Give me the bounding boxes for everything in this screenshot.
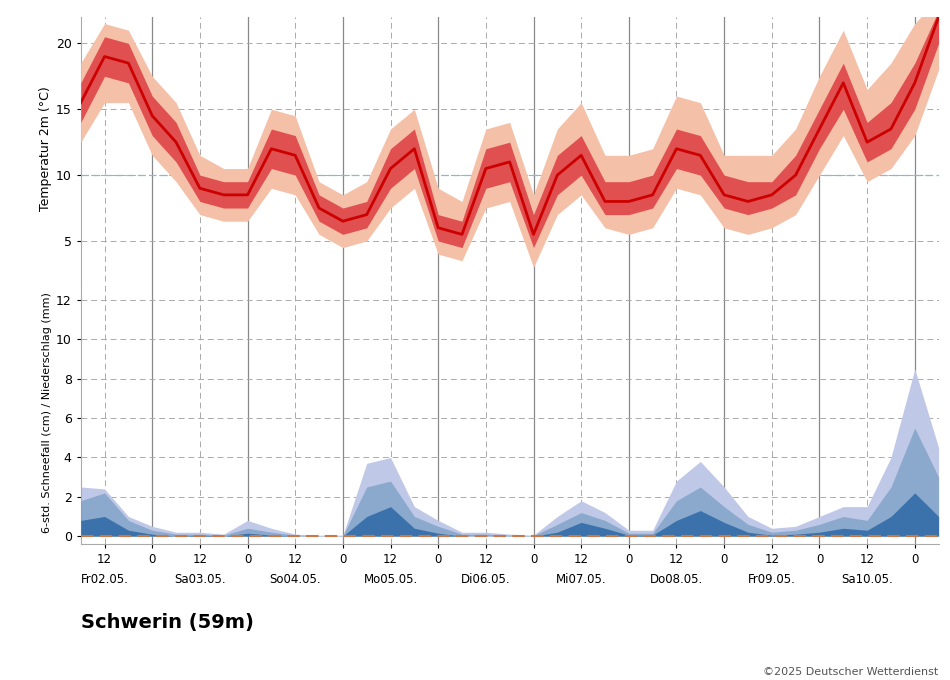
Text: Schwerin (59m): Schwerin (59m) bbox=[81, 613, 254, 632]
Text: Do08.05.: Do08.05. bbox=[650, 573, 703, 586]
Text: So04.05.: So04.05. bbox=[270, 573, 321, 586]
Y-axis label: 6-std. Schneefall (cm) / Niederschlag (mm): 6-std. Schneefall (cm) / Niederschlag (m… bbox=[42, 292, 51, 532]
Text: ©2025 Deutscher Wetterdienst: ©2025 Deutscher Wetterdienst bbox=[764, 666, 939, 677]
Y-axis label: Temperatur 2m (°C): Temperatur 2m (°C) bbox=[39, 86, 51, 211]
Text: Di06.05.: Di06.05. bbox=[461, 573, 511, 586]
Text: Sa03.05.: Sa03.05. bbox=[174, 573, 226, 586]
Text: Sa10.05.: Sa10.05. bbox=[842, 573, 893, 586]
Text: Fr09.05.: Fr09.05. bbox=[748, 573, 796, 586]
Text: Fr02.05.: Fr02.05. bbox=[81, 573, 128, 586]
Text: Mo05.05.: Mo05.05. bbox=[364, 573, 418, 586]
Text: Mi07.05.: Mi07.05. bbox=[556, 573, 606, 586]
